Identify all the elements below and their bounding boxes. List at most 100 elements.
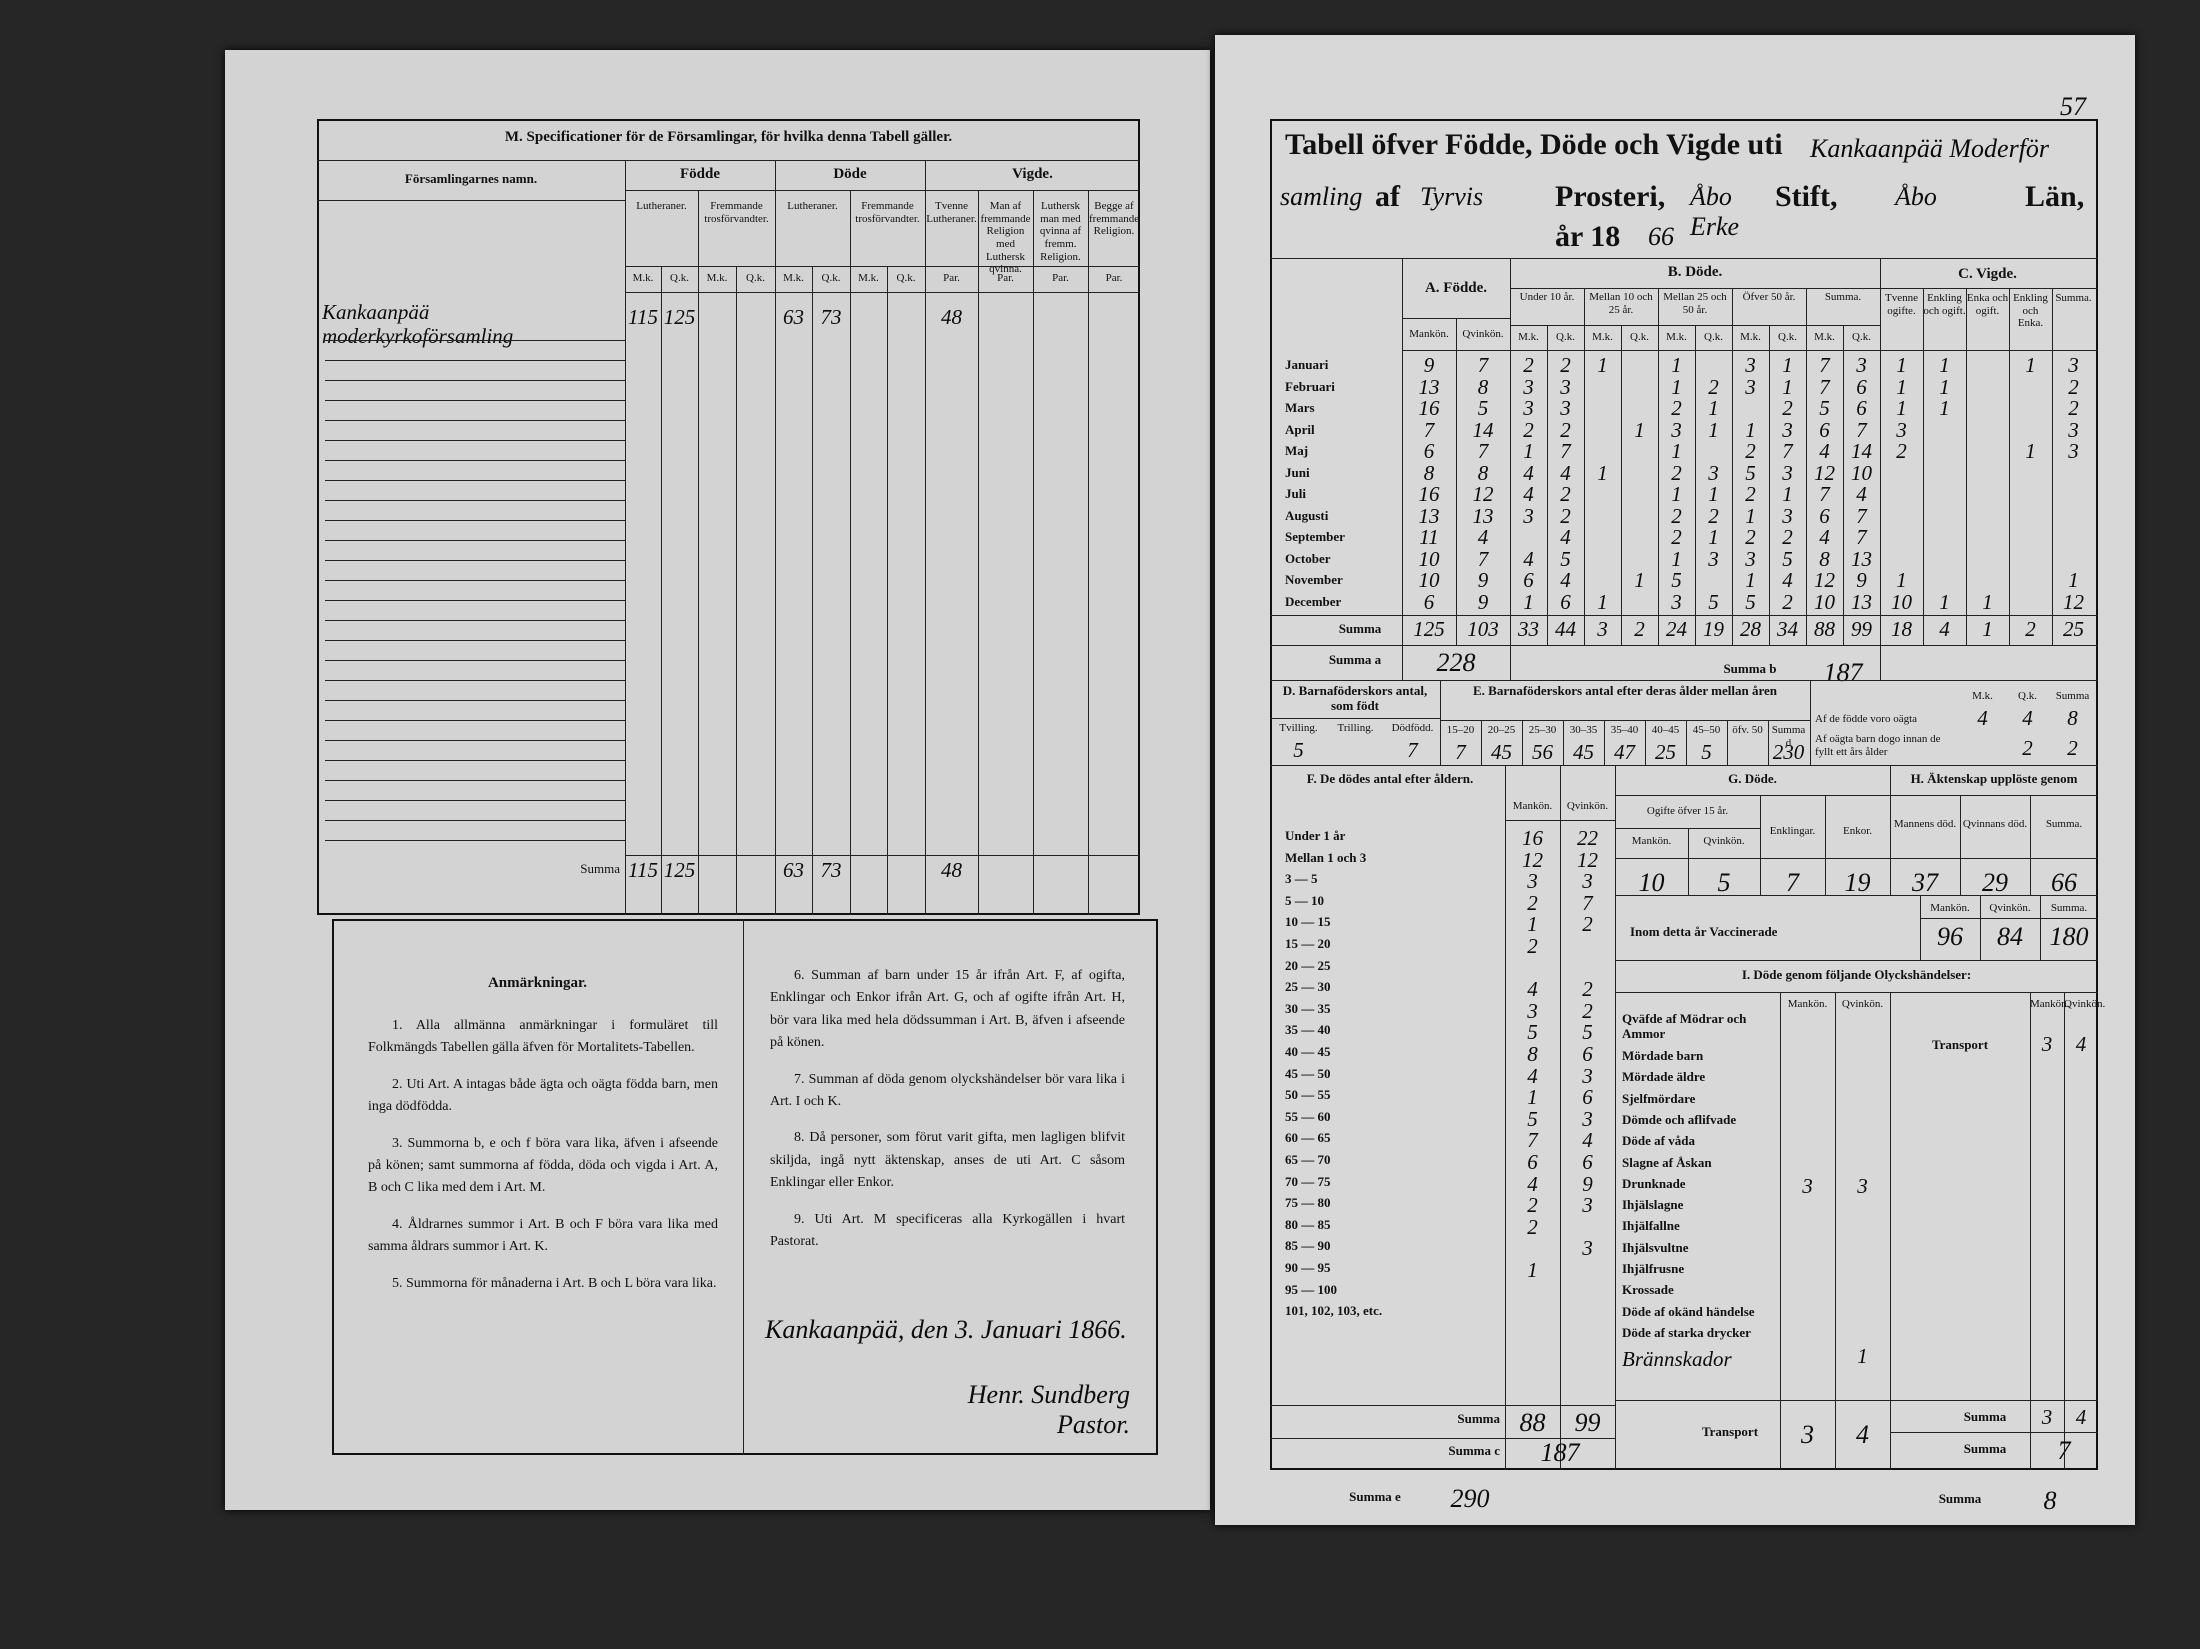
rule xyxy=(978,190,979,915)
stift-name: Åbo Erke xyxy=(1690,182,1740,241)
cell-value: 4 xyxy=(1819,439,1830,463)
cell-value: 9 xyxy=(1477,568,1489,592)
cell-value: 6 xyxy=(1582,1085,1593,1110)
summa-value: 7 xyxy=(2057,1436,2071,1465)
cell-value: 2 xyxy=(2068,374,2079,399)
cell-value: 2 xyxy=(1708,503,1719,528)
cell-value: 6 xyxy=(1819,503,1830,528)
unit-header: Mannens död. xyxy=(1893,818,1957,830)
accident-label: Drunknade xyxy=(1622,1175,1686,1191)
cell-value: 5 xyxy=(1527,1020,1538,1045)
cell-value: 1 xyxy=(1708,417,1719,442)
unit-header: Par. xyxy=(1105,272,1123,284)
summa-label: Summa xyxy=(1963,1409,2007,1424)
cell-value: 45 xyxy=(1573,740,1594,764)
cell-value: 7 xyxy=(1582,890,1593,915)
cell-value: 3 xyxy=(1560,396,1571,420)
summa-value: 8 xyxy=(2043,1486,2057,1515)
month-label: September xyxy=(1285,529,1345,544)
rule xyxy=(625,190,1140,191)
cell-value: 5 xyxy=(1671,568,1682,592)
rule xyxy=(1033,190,1034,915)
rule xyxy=(325,840,625,841)
cell-value: 6 xyxy=(1560,589,1571,614)
cell-value: 3 xyxy=(1582,1106,1593,1131)
cell-value: 6 xyxy=(1856,374,1867,399)
summa-value: 3 xyxy=(1597,617,1608,641)
rule xyxy=(2030,992,2031,1470)
rule xyxy=(1615,765,1616,1470)
rule xyxy=(1615,992,2098,993)
cell-value: 1 xyxy=(2068,568,2079,592)
cell-value: 8 xyxy=(2067,706,2078,730)
sub-header: Lutheraner. xyxy=(636,200,687,212)
section-header: H. Äktenskap upplöste genom xyxy=(1910,771,2078,786)
cell-value: 4 xyxy=(1977,706,1988,730)
cell-value: 3 xyxy=(1745,374,1756,399)
rule xyxy=(1505,765,1506,1470)
group-header: Vigde. xyxy=(1012,166,1053,182)
age-label: 55 — 60 xyxy=(1285,1108,1331,1124)
cell-value: 4 xyxy=(1523,460,1534,485)
transport-label: Transport xyxy=(1931,1037,1989,1052)
cell-value: 7 xyxy=(1819,374,1830,399)
remark: 9. Uti Art. M specificeras alla Kyrkogäl… xyxy=(770,1211,1125,1249)
accident-label: Slagne af Åskan xyxy=(1622,1154,1712,1170)
group-header: Öfver 50 år. xyxy=(1742,291,1796,303)
rule xyxy=(1615,858,2098,859)
unit-header: Par. xyxy=(943,272,960,284)
note: Af oägta barn dogo innan de fyllt ett år… xyxy=(1815,733,1941,758)
rule xyxy=(325,660,625,661)
cell-value: 13 xyxy=(1418,374,1440,399)
rule xyxy=(325,720,625,721)
cell-value: 2 xyxy=(1582,998,1593,1023)
cell-value: 8 xyxy=(1527,1042,1538,1066)
unit-header: Mankön. xyxy=(1512,800,1553,812)
unit-header: 35–40 xyxy=(1610,724,1639,736)
rule xyxy=(1658,288,1659,645)
cell-value: 4 xyxy=(1560,568,1571,592)
cell-value: 1 xyxy=(1523,439,1534,463)
sub-header: Fremmande trosförvandter. xyxy=(704,200,769,225)
cell-value: 2 xyxy=(1671,525,1682,549)
cell-value: 1 xyxy=(1597,353,1608,377)
unit-header: 40–45 xyxy=(1651,724,1680,736)
rule xyxy=(1270,718,1440,719)
cell-value: 7 xyxy=(1856,503,1867,528)
cell-value: 7 xyxy=(1786,868,1799,897)
accident-label: Döde af starka drycker xyxy=(1622,1324,1751,1340)
cell-value: 25 xyxy=(1655,740,1676,764)
rule xyxy=(325,460,625,461)
cell-value: 56 xyxy=(1532,740,1553,764)
unit-header: Summa d xyxy=(1771,724,1806,749)
cell-value: 12 xyxy=(1814,568,1835,592)
unit-header: Qvinnans död. xyxy=(1962,818,2028,830)
unit-header: Par. xyxy=(1052,272,1069,284)
age-label: 3 — 5 xyxy=(1285,871,1318,887)
cell-value: 7 xyxy=(1477,439,1489,463)
rule xyxy=(736,266,737,915)
unit-header: Enkling och ogift. xyxy=(1923,292,1966,317)
remarks-column: 1. Alla allmänna anmärkningar i formulär… xyxy=(368,1015,718,1309)
cell-value: 3 xyxy=(1523,374,1534,399)
summa-value: 34 xyxy=(1777,617,1798,641)
rule xyxy=(325,360,625,361)
title-word: Prosteri, xyxy=(1555,180,1666,213)
unit-header: 20–25 xyxy=(1487,724,1516,736)
rule xyxy=(1440,680,1441,765)
age-label: 5 — 10 xyxy=(1285,892,1324,908)
cell-value: 3 xyxy=(2068,439,2079,463)
unit-header: Summa xyxy=(2055,690,2090,702)
cell-value: 7 xyxy=(1856,417,1867,442)
summa-value: 3 xyxy=(2041,1405,2053,1429)
unit-header: Qvinkön. xyxy=(1841,998,1884,1010)
cell-value: 3 xyxy=(1856,353,1867,377)
unit-header: Trilling. xyxy=(1337,722,1374,734)
cell-value: 3 xyxy=(1782,460,1793,485)
cell-value: 8 xyxy=(1819,546,1830,571)
cell-value: 2 xyxy=(2067,736,2078,760)
cell-value: 1 xyxy=(1634,417,1645,442)
cell-value: 7 xyxy=(1527,1128,1538,1153)
rule xyxy=(1960,795,1961,895)
unit-header: öfv. 50 xyxy=(1732,724,1763,736)
